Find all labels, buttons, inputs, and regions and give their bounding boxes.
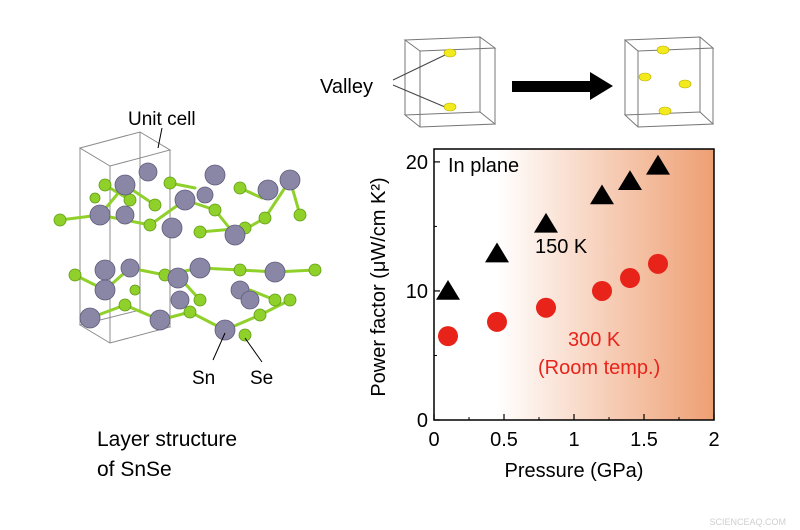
data-point-150k xyxy=(485,242,509,263)
sn-label: Sn xyxy=(192,368,215,389)
x-tick-label: 0 xyxy=(428,429,439,451)
data-point-300k xyxy=(536,297,556,318)
data-point-150k xyxy=(646,154,670,175)
series-label-300k: 300 K xyxy=(568,329,621,351)
x-axis-ticks: 0 0.5 1 1.5 2 xyxy=(428,414,720,451)
y-tick-label: 20 xyxy=(406,152,428,174)
series-300k xyxy=(438,253,668,347)
se-atoms xyxy=(53,176,322,342)
x-tick-label: 1.5 xyxy=(630,429,658,451)
data-point-150k xyxy=(534,212,558,233)
annotation-in-plane: In plane xyxy=(448,155,519,177)
unit-cell-label: Unit cell xyxy=(128,109,196,130)
se-label: Se xyxy=(250,368,273,389)
y-axis-ticks: 0 10 20 xyxy=(406,152,440,432)
x-tick-label: 2 xyxy=(708,429,719,451)
valley-pockets-before xyxy=(443,48,457,112)
valley-box-before xyxy=(403,36,497,128)
x-tick-label: 1 xyxy=(568,429,579,451)
se-pointer xyxy=(244,337,263,363)
valley-box-after xyxy=(623,36,715,128)
series-sublabel-300k: (Room temp.) xyxy=(538,357,660,379)
data-point-300k xyxy=(648,253,668,274)
sn-pointer xyxy=(212,332,226,361)
data-point-150k xyxy=(618,170,642,191)
y-tick-label: 10 xyxy=(406,281,428,303)
valley-diagram: Valley xyxy=(320,36,715,128)
watermark: SCIENCEAQ.COM xyxy=(709,517,786,527)
x-axis-label: Pressure (GPa) xyxy=(505,460,644,482)
x-tick-label: 0.5 xyxy=(490,429,518,451)
series-label-150k: 150 K xyxy=(535,236,588,258)
series-150k xyxy=(436,154,670,300)
valley-pointer-upper xyxy=(392,54,446,81)
crystal-structure: Unit cell xyxy=(53,109,322,481)
data-point-150k xyxy=(436,279,460,300)
y-tick-label: 0 xyxy=(417,410,428,432)
valley-label: Valley xyxy=(320,76,373,98)
y-axis-label: Power factor (μW/cm K²) xyxy=(368,177,390,396)
data-point-300k xyxy=(438,326,458,347)
data-point-300k xyxy=(592,280,612,301)
unit-cell-pointer xyxy=(157,127,163,149)
structure-caption-line1: Layer structure xyxy=(97,428,237,451)
structure-caption-line2: of SnSe xyxy=(97,458,172,481)
data-point-300k xyxy=(620,268,640,289)
sn-atoms xyxy=(79,162,301,341)
power-factor-chart: 0 0.5 1 1.5 2 0 10 20 In plane 150 K 300 K (Ro… xyxy=(368,148,720,482)
valley-pointer-lower xyxy=(392,84,446,108)
data-point-150k xyxy=(590,184,614,205)
data-point-300k xyxy=(487,311,507,332)
right-arrow-icon xyxy=(512,72,613,100)
valley-pockets-after xyxy=(638,45,692,116)
